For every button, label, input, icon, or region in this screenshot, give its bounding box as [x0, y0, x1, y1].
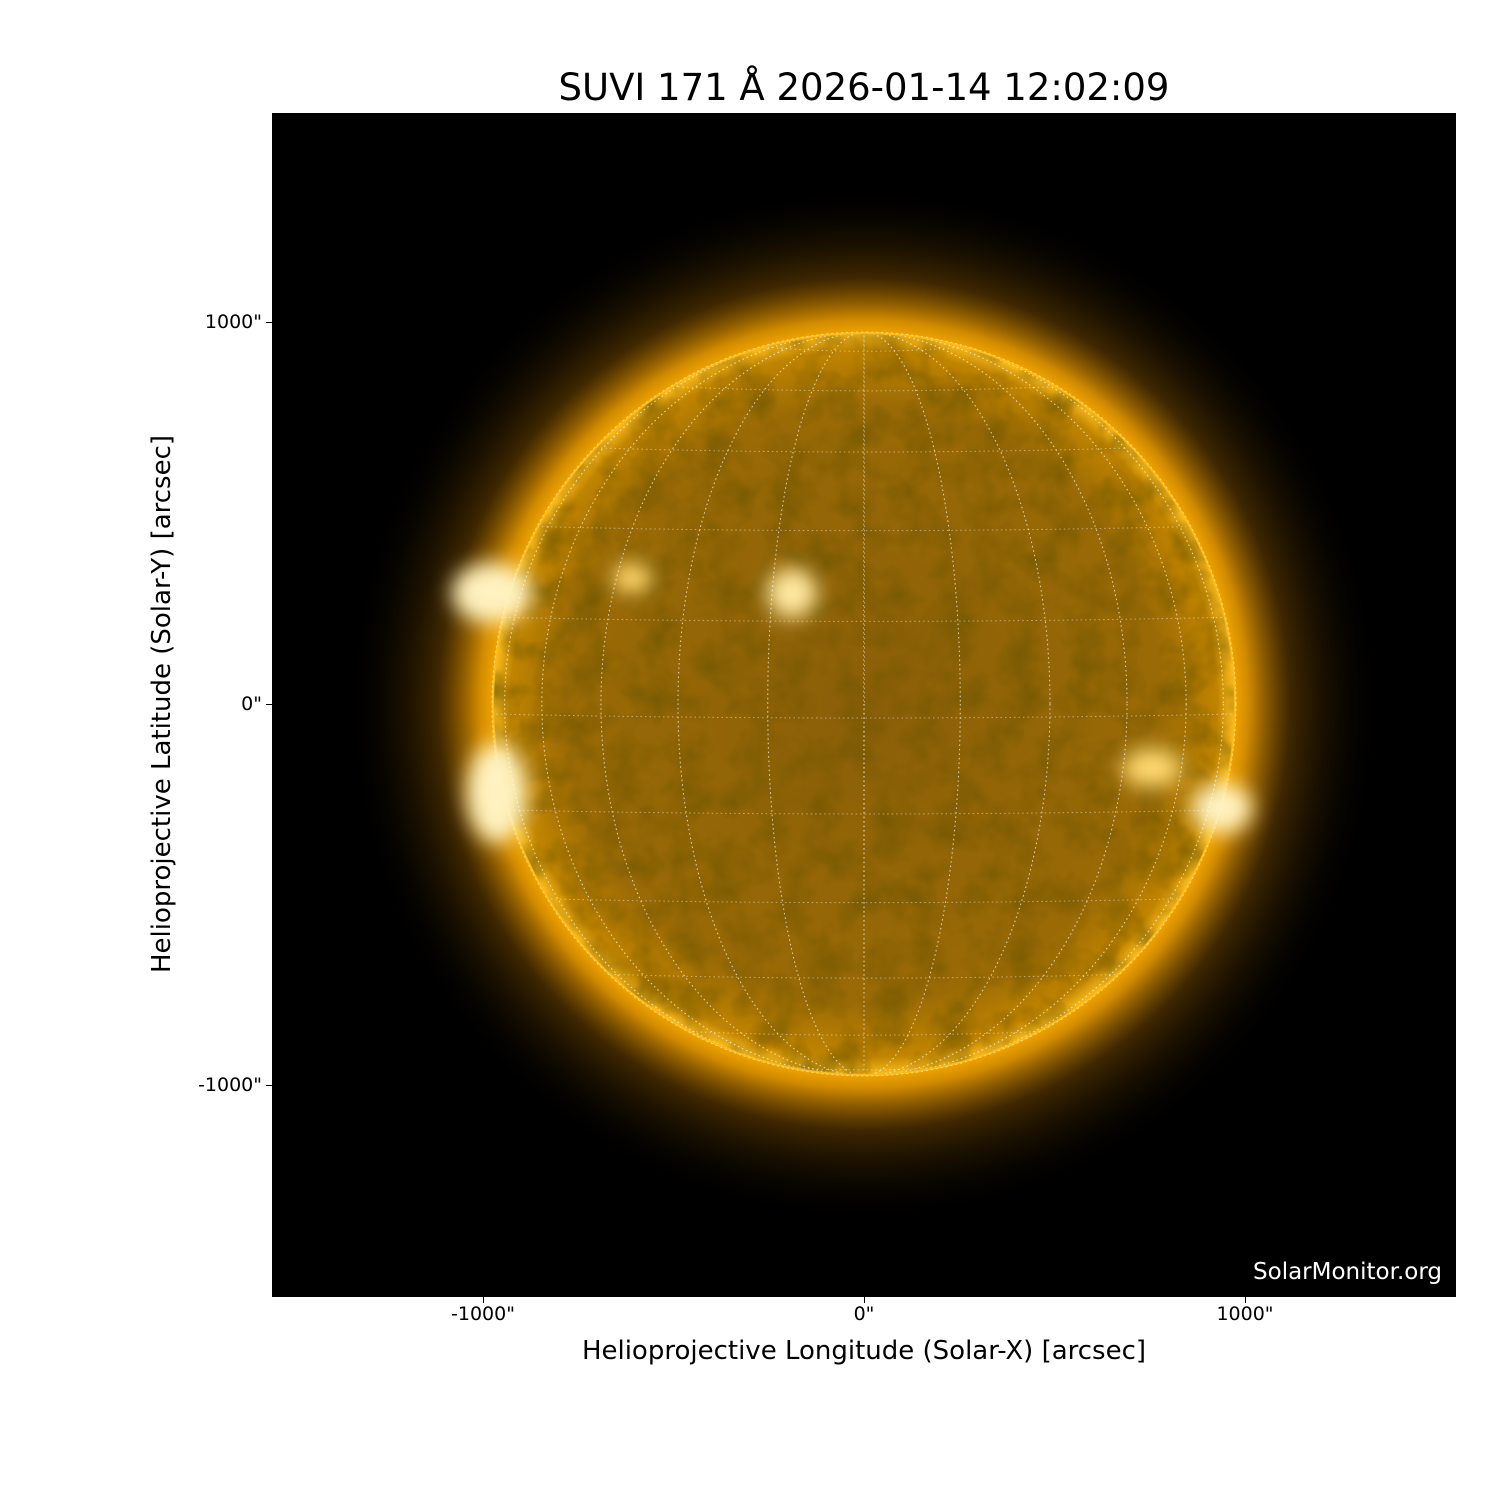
sun-image: [344, 184, 1384, 1224]
x-tick-mark: [483, 1297, 484, 1303]
meridian-line: [541, 334, 1187, 1074]
x-tick-label: 1000": [1216, 1303, 1274, 1325]
y-tick-label: -1000": [198, 1074, 262, 1096]
parallel-line: [600, 447, 1128, 453]
meridian-line: [541, 334, 1187, 1074]
parallel-line: [504, 809, 1224, 815]
parallel-line: [541, 526, 1187, 532]
parallel-line: [767, 346, 961, 352]
watermark: SolarMonitor.org: [1253, 1259, 1442, 1285]
y-tick-mark: [266, 1085, 272, 1086]
meridian-line: [600, 334, 1128, 1074]
meridian-line: [767, 334, 961, 1074]
disk-texture: [494, 334, 1234, 1074]
parallel-line: [677, 386, 1051, 392]
plot-title: SUVI 171 Å 2026-01-14 12:02:09: [558, 66, 1170, 109]
limb: [491, 331, 1237, 1077]
parallel-line: [600, 973, 1128, 979]
x-tick-label: 0": [853, 1303, 875, 1325]
x-tick-mark: [864, 1297, 865, 1303]
active-regions: [452, 563, 1252, 843]
y-tick-label: 1000": [204, 311, 262, 333]
y-tick-mark: [266, 704, 272, 705]
solar-image-axes: SolarMonitor.org: [272, 113, 1456, 1297]
meridian-line: [677, 334, 1051, 1074]
parallel-line: [504, 616, 1224, 622]
meridian-line: [600, 334, 1128, 1074]
x-tick-mark: [1245, 1297, 1246, 1303]
parallel-line: [677, 1030, 1051, 1036]
y-tick-mark: [266, 322, 272, 323]
meridian-line: [863, 334, 865, 1074]
y-tick-label: 0": [241, 693, 262, 715]
parallel-line: [541, 898, 1187, 904]
meridian-line: [677, 334, 1051, 1074]
meridian-line: [767, 334, 961, 1074]
y-axis-label: Helioprojective Latitude (Solar-Y) [arcs…: [147, 434, 177, 974]
x-tick-label: -1000": [451, 1303, 515, 1325]
x-axis-label: Helioprojective Longitude (Solar-X) [arc…: [581, 1336, 1147, 1366]
